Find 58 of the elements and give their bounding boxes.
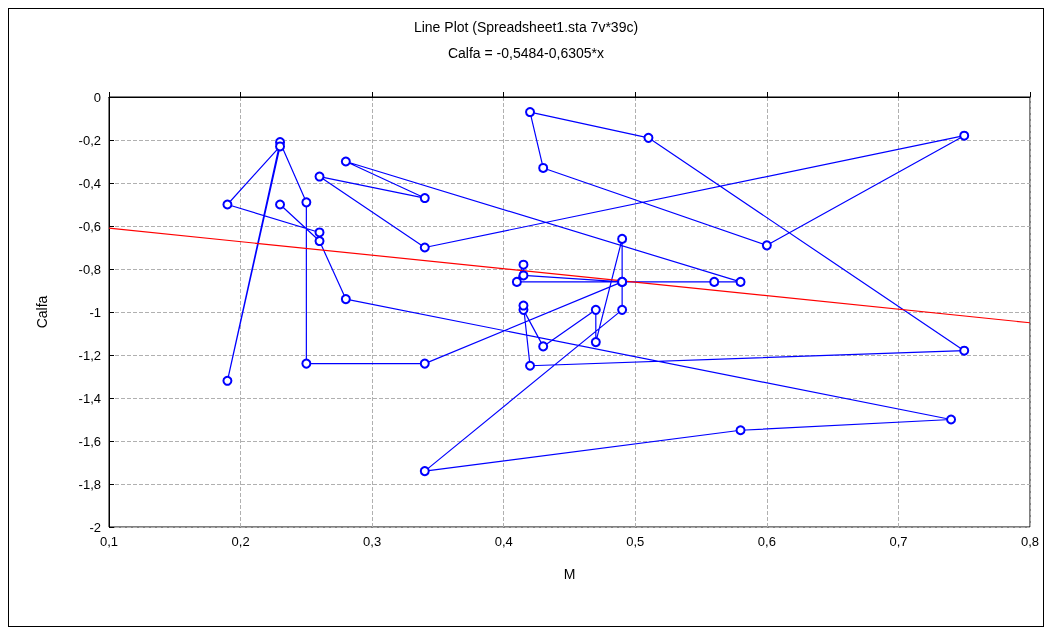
point xyxy=(419,193,430,204)
point xyxy=(643,132,654,143)
x-tick-label: 0,2 xyxy=(231,534,250,549)
x-tick-label: 0,3 xyxy=(363,534,382,549)
point xyxy=(959,345,970,356)
y-tick-label: -1,8 xyxy=(78,476,101,492)
x-tick-label: 0,4 xyxy=(494,534,513,549)
x-axis-title: M xyxy=(563,566,576,582)
y-tick-label: -0,6 xyxy=(78,218,101,234)
point xyxy=(419,358,430,369)
point xyxy=(340,156,351,167)
point xyxy=(222,199,233,210)
y-axis-title: Calfa xyxy=(34,295,50,329)
point xyxy=(590,304,601,315)
x-tick-label: 0,7 xyxy=(889,534,908,549)
point xyxy=(946,414,957,425)
point xyxy=(314,236,325,247)
y-tick-label: -1,6 xyxy=(78,433,101,449)
point xyxy=(518,259,529,270)
y-tick-label: -1,2 xyxy=(78,347,101,363)
x-tick-label: 0,8 xyxy=(1020,534,1040,549)
point xyxy=(761,240,772,251)
y-tick-label: -0,8 xyxy=(78,261,101,277)
point xyxy=(301,197,312,208)
point xyxy=(275,141,286,152)
point xyxy=(735,276,746,287)
point xyxy=(275,199,286,210)
chart-subtitle: Calfa = -0,5484-0,6305*x xyxy=(447,45,605,61)
point xyxy=(617,233,628,244)
y-tick-label: -2 xyxy=(89,519,101,535)
y-tick-label: -0,4 xyxy=(78,175,101,191)
x-tick-label: 0,1 xyxy=(99,534,119,549)
point xyxy=(314,227,325,238)
x-tick-label: 0,5 xyxy=(626,534,645,549)
point xyxy=(419,242,430,253)
point xyxy=(222,375,233,386)
point xyxy=(518,300,529,311)
point xyxy=(735,425,746,436)
point xyxy=(538,162,549,173)
point xyxy=(340,294,351,305)
point xyxy=(590,337,601,348)
point xyxy=(617,304,628,315)
point xyxy=(709,276,720,287)
y-tick-label: -1,4 xyxy=(78,390,101,406)
point xyxy=(314,171,325,182)
y-tick-label: -0,2 xyxy=(78,132,101,148)
y-tick-label: -1 xyxy=(89,304,101,320)
point xyxy=(301,358,312,369)
point xyxy=(419,466,430,477)
x-tick-label: 0,6 xyxy=(757,534,776,549)
point xyxy=(525,360,536,371)
point xyxy=(518,270,529,281)
chart-title: Line Plot (Spreadsheet1.sta 7v*39c) xyxy=(413,19,639,35)
point xyxy=(959,130,970,141)
point xyxy=(538,341,549,352)
point xyxy=(511,276,522,287)
point xyxy=(525,107,536,118)
y-tick-label: 0 xyxy=(93,89,101,105)
